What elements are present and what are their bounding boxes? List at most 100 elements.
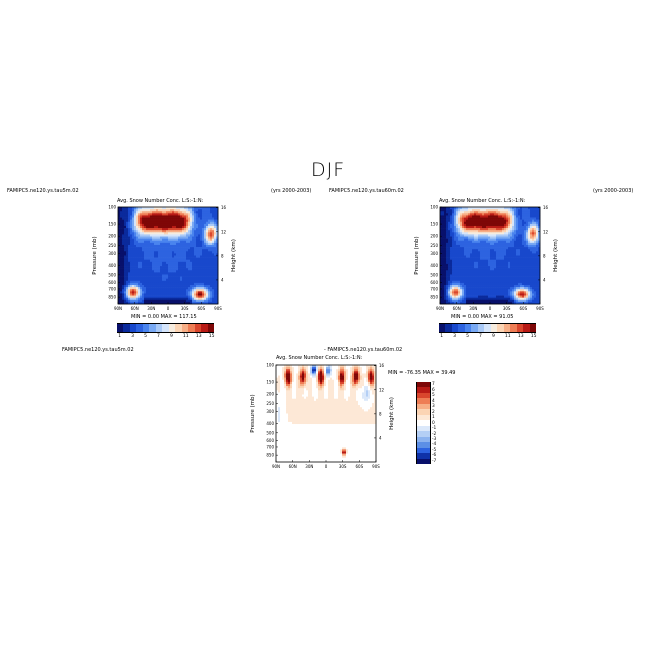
heatmap-cell <box>508 272 511 275</box>
heatmap-cell <box>146 295 149 298</box>
heatmap-cell <box>520 207 523 210</box>
heatmap-cell <box>192 270 195 273</box>
heatmap-cell <box>160 295 163 298</box>
heatmap-cell <box>174 263 177 267</box>
heatmap-cell <box>534 272 537 275</box>
heatmap-cell <box>132 276 135 279</box>
heatmap-cell <box>462 274 465 277</box>
heatmap-cell <box>124 211 127 214</box>
heatmap-cell <box>450 268 453 271</box>
heatmap-cell <box>214 223 217 227</box>
heatmap-cell <box>350 375 353 378</box>
heatmap-cell <box>528 221 531 225</box>
heatmap-cell <box>198 299 201 303</box>
heatmap-cell <box>140 272 143 275</box>
heatmap-cell <box>184 282 187 286</box>
heatmap-cell <box>158 274 161 277</box>
heatmap-cell <box>328 377 331 381</box>
heatmap-cell <box>178 236 181 239</box>
heatmap-cell <box>132 253 135 256</box>
heatmap-cell <box>172 261 175 265</box>
heatmap-cell <box>478 221 481 225</box>
heatmap-cell <box>346 377 349 381</box>
heatmap-cell <box>304 365 307 368</box>
heatmap-cell <box>170 251 173 254</box>
heatmap-cell <box>536 268 539 271</box>
heatmap-cell <box>202 215 205 218</box>
heatmap-cell <box>524 276 527 279</box>
heatmap-cell <box>176 238 179 242</box>
heatmap-cell <box>512 240 515 244</box>
heatmap-cell <box>530 219 533 223</box>
heatmap-cell <box>486 276 489 279</box>
heatmap-cell <box>192 289 195 292</box>
heatmap-cell <box>456 293 459 296</box>
heatmap-cell <box>530 299 533 303</box>
heatmap-cell <box>490 297 493 301</box>
heatmap-cell <box>486 230 489 233</box>
heatmap-cell <box>532 223 535 227</box>
heatmap-cell <box>444 240 447 244</box>
y-tick-label: 200 <box>108 234 116 239</box>
heatmap-cell <box>146 251 149 254</box>
heatmap-cell <box>486 236 489 239</box>
heatmap-cell <box>512 213 515 216</box>
heatmap-cell <box>454 282 457 286</box>
heatmap-cell <box>200 297 203 301</box>
heatmap-cell <box>454 217 457 220</box>
heatmap-cell <box>358 375 361 378</box>
heatmap-cell <box>160 255 163 258</box>
heatmap-cell <box>210 213 213 216</box>
heatmap-cell <box>452 293 455 296</box>
heatmap-cell <box>206 255 209 258</box>
heatmap-cell <box>142 230 145 233</box>
heatmap-cell <box>142 234 145 237</box>
heatmap-cell <box>136 287 139 290</box>
heatmap-cell <box>506 301 509 305</box>
heatmap-cell <box>146 238 149 242</box>
heatmap-cell <box>474 297 477 301</box>
heatmap-cell <box>178 266 181 269</box>
heatmap-cell <box>504 266 507 269</box>
heatmap-cell <box>146 280 149 284</box>
heatmap-cell <box>134 223 137 227</box>
heatmap-cell <box>144 299 147 303</box>
heatmap-cell <box>458 287 461 290</box>
heatmap-cell <box>514 297 517 301</box>
heatmap-cell <box>490 242 493 246</box>
heatmap-cell <box>460 268 463 271</box>
heatmap-cell <box>122 276 125 279</box>
heatmap-cell <box>468 228 471 231</box>
heatmap-cell <box>486 263 489 267</box>
heatmap-cell <box>136 215 139 218</box>
heatmap-cell <box>508 257 511 261</box>
heatmap-cell <box>458 282 461 286</box>
heatmap-cell <box>182 293 185 296</box>
heatmap-cell <box>532 249 535 252</box>
heatmap-cell <box>126 221 129 225</box>
heatmap-cell <box>190 242 193 246</box>
heatmap-cell <box>198 217 201 220</box>
heatmap-cell <box>480 293 483 296</box>
heatmap-cell <box>496 280 499 284</box>
heatmap-cell <box>446 299 449 303</box>
heatmap-cell <box>182 223 185 227</box>
heatmap-cell <box>194 297 197 301</box>
heatmap-cell <box>442 247 445 250</box>
heatmap-cell <box>186 211 189 214</box>
heatmap-cell <box>164 244 167 248</box>
heatmap-cell <box>460 301 463 305</box>
heatmap-cell <box>158 291 161 294</box>
heatmap-cell <box>142 301 145 305</box>
heatmap-cell <box>522 209 525 212</box>
heatmap-cell <box>156 270 159 273</box>
heatmap-cell <box>148 282 151 286</box>
heatmap-cell <box>524 207 527 210</box>
heatmap-cell <box>440 207 443 210</box>
heatmap-cell <box>126 293 129 296</box>
heatmap-cell <box>202 278 205 282</box>
heatmap-cell <box>510 207 513 210</box>
heatmap-cell <box>476 217 479 220</box>
heatmap-cell <box>508 255 511 258</box>
heatmap-cell <box>174 272 177 275</box>
